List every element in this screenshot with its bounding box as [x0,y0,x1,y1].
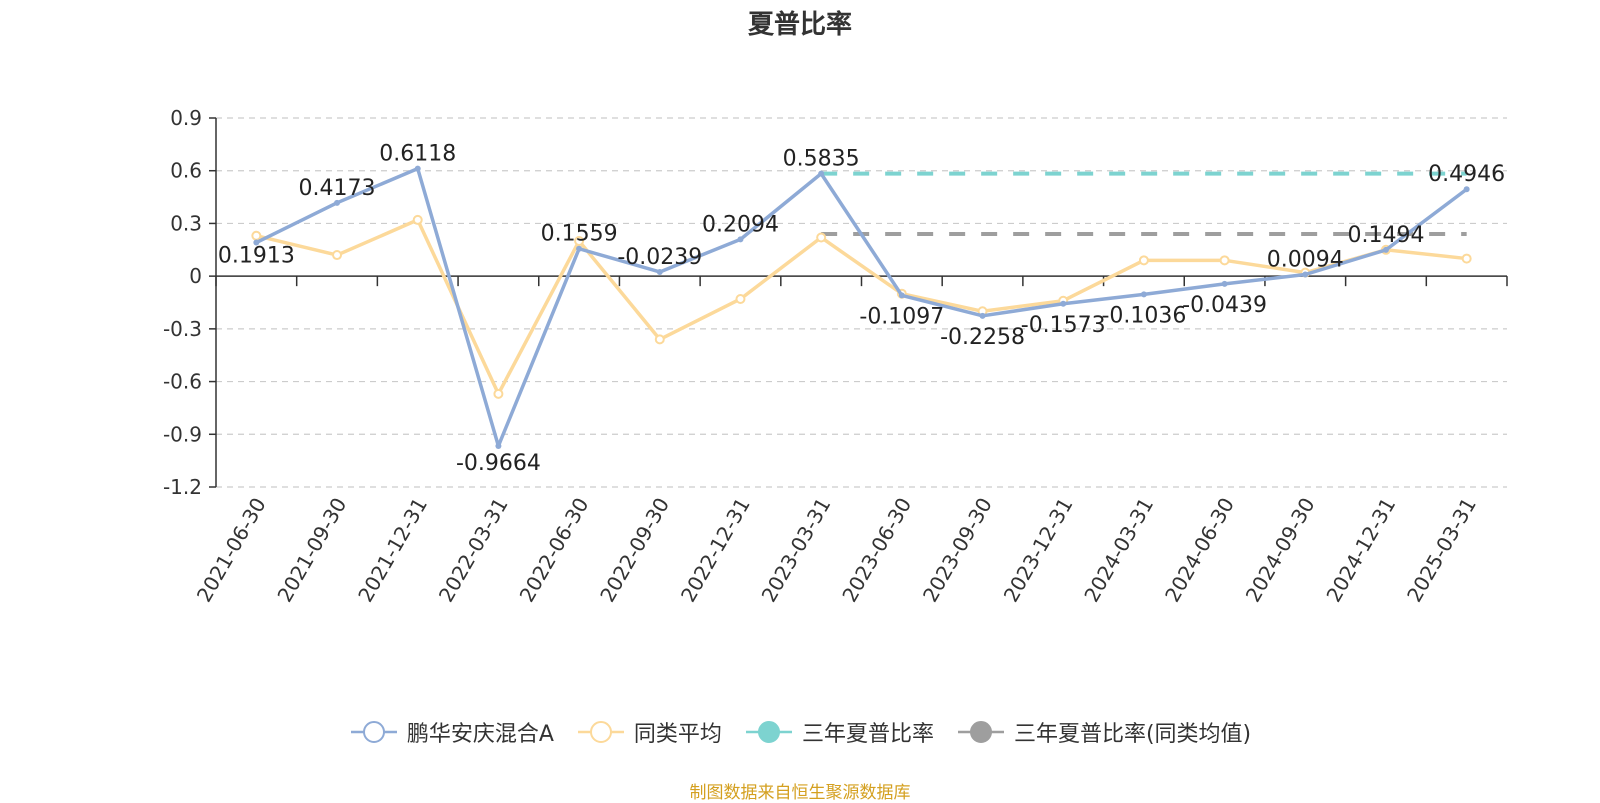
x-tick-label: 2022-03-31 [434,494,513,607]
peer-average-point [1138,255,1149,266]
legend-label-three-year-peer: 三年夏普比率(同类均值) [1013,722,1252,747]
legend-label-fund: 鹏华安庆混合A [406,722,554,747]
x-tick-label: 2021-12-31 [353,494,432,607]
peer-average-point [816,232,827,243]
legend-item-peer[interactable]: 同类平均 [576,716,722,748]
x-tick-label: 2024-06-30 [1160,494,1239,607]
fund-data-label: -0.1036 [1101,303,1186,328]
x-tick-label: 2025-03-31 [1402,494,1481,607]
x-tick-label: 2022-09-30 [595,494,674,607]
fund-point [1221,280,1228,287]
legend-marker [969,721,992,743]
legend-item-fund[interactable]: 鹏华安庆混合A [349,716,554,748]
x-tick-label: 2021-09-30 [272,494,351,607]
fund-data-label: -0.0239 [617,245,702,270]
fund-data-label: 0.4946 [1428,162,1505,187]
y-tick-label: 0.6 [170,159,202,183]
y-tick-label: -0.9 [163,422,202,446]
chart-title: 夏普比率 [747,10,852,40]
fund-point [495,442,502,449]
peer-average-point [251,230,262,241]
fund-data-label: -0.1097 [859,304,944,329]
fund-data-label: 0.1913 [218,244,295,269]
fund-data-label: 0.5835 [783,147,860,172]
fund-point [979,312,986,319]
peer-average-point [332,250,343,261]
x-tick-label: 2022-12-31 [676,494,755,607]
source-note: 制图数据来自恒生聚源数据库 [689,783,911,803]
fund-data-label: -0.2258 [940,325,1025,350]
peer-average-point [493,388,504,399]
peer-average-point [1461,253,1472,264]
legend-symbol-fund [350,721,397,743]
legend-item-three-year-peer[interactable]: 三年夏普比率(同类均值) [956,716,1251,748]
fund-point [737,236,744,243]
x-tick-label: 2024-03-31 [1079,494,1158,607]
chart-legend: 鹏华安庆混合A 同类平均 三年夏普比率 三年夏普比率(同类均值) [0,716,1600,748]
peer-average-point [574,236,585,246]
y-tick-label: 0.9 [170,106,202,130]
x-tick-label: 2023-09-30 [918,494,997,607]
legend-marker [589,721,612,743]
fund-point [1382,246,1389,253]
fund-data-label: -0.0439 [1182,293,1267,318]
fund-point [1140,291,1147,298]
y-tick-label: 0 [189,264,202,288]
fund-point [1060,300,1067,307]
y-tick-label: -0.6 [163,370,202,394]
y-tick-label: 0.3 [170,211,202,235]
peer-average-point [735,293,746,304]
fund-point [898,292,905,299]
legend-label-peer: 同类平均 [633,722,722,747]
fund-point [253,239,260,246]
fund-data-label: 0.1494 [1347,223,1424,248]
x-tick-label: 2023-06-30 [837,494,916,607]
fund-point [656,268,663,275]
x-tick-label: 2022-06-30 [515,494,594,607]
peer-average-point [1219,255,1230,266]
fund-line [255,166,1468,448]
y-tick-label: -0.3 [163,317,202,341]
x-tick-label: 2023-03-31 [757,494,836,607]
legend-item-three-year[interactable]: 三年夏普比率 [744,716,934,748]
x-tick-label: 2024-12-31 [1321,494,1400,607]
fund-data-label: 0.2094 [702,212,779,237]
y-tick-label: -1.2 [163,475,202,499]
fund-point [1463,186,1470,193]
legend-label-three-year: 三年夏普比率 [801,722,934,747]
x-tick-label: 2023-12-31 [999,494,1078,607]
fund-data-label: 0.4173 [299,176,376,201]
fund-data-label: -0.1573 [1021,313,1106,338]
legend-symbol-peer [577,721,624,743]
fund-data-label: 0.6118 [379,142,456,167]
fund-point [1302,271,1309,278]
fund-point [818,170,825,177]
legend-symbol-three-year [745,721,792,743]
fund-data-label: 0.0094 [1267,247,1344,272]
fund-data-label: -0.9664 [456,451,541,476]
x-tick-label: 2021-06-30 [192,494,271,607]
fund-data-label: 0.1559 [541,222,618,247]
fund-point [576,245,583,252]
fund-point [414,165,421,172]
legend-symbol-three-year-peer [957,721,1004,743]
peer-average-point [412,214,423,225]
fund-point [334,199,341,206]
peer-average-point [654,334,665,345]
x-tick-label: 2024-09-30 [1241,494,1320,607]
legend-marker [757,721,780,743]
legend-marker [362,721,385,743]
